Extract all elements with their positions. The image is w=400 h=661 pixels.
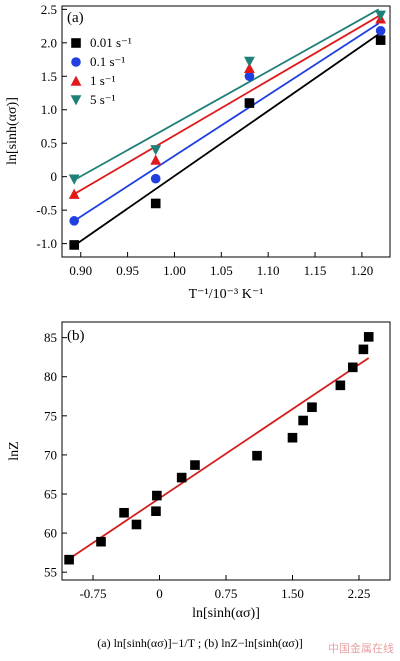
data-point-series-0 — [96, 536, 106, 547]
legend-a: 0.01 s⁻¹ 0.1 s⁻¹ 1 s⁻¹ 5 s⁻¹ — [70, 35, 132, 107]
figure-caption: (a) ln[sinh(ασ)]−1/T ; (b) lnZ−ln[sinh(α… — [97, 636, 303, 650]
y-axis-ticks-b: 55 60 65 70 75 80 85 — [44, 330, 67, 580]
data-point-series-2 — [244, 62, 255, 74]
y-tick-label: 75 — [44, 408, 57, 423]
x-tick-label: 1.50 — [281, 586, 304, 601]
fit-line-series-1 — [73, 22, 380, 222]
fit-line-series-0 — [73, 33, 380, 247]
y-tick-label: 65 — [44, 487, 57, 502]
legend-marker-0 — [71, 38, 81, 48]
fit-line-series-3 — [73, 8, 380, 181]
data-point-series-1 — [244, 71, 255, 82]
chart-panel-b: -0.75 0 0.75 1.50 2.25 55 60 65 70 75 80 85 (b) ln… — [7, 321, 391, 621]
fit-line-series-2 — [73, 15, 380, 195]
data-point-series-0 — [252, 450, 262, 461]
x-tick-label: 1.05 — [210, 263, 233, 278]
data-point-series-3 — [244, 56, 255, 67]
data-point-series-0 — [358, 344, 369, 355]
y-tick-label: 1.5 — [41, 69, 57, 84]
x-axis-label-a: T⁻¹/10⁻³ K⁻¹ — [189, 287, 264, 302]
data-point-series-3 — [150, 145, 162, 156]
y-tick-label: 2.5 — [41, 2, 57, 17]
data-point-series-1 — [150, 173, 161, 184]
data-point-series-1 — [375, 25, 386, 36]
y-tick-label: 0 — [51, 169, 58, 184]
y-tick-label: 60 — [44, 526, 57, 541]
y-axis-label-b: lnZ — [7, 441, 22, 460]
y-tick-label: 0.5 — [41, 136, 57, 151]
data-point-series-0 — [150, 198, 161, 209]
y-tick-label: -0.5 — [36, 203, 57, 218]
legend-label-0: 0.01 s⁻¹ — [90, 35, 132, 50]
data-point-series-3 — [68, 174, 80, 185]
data-point-series-3 — [375, 10, 387, 21]
data-point-series-0 — [307, 402, 317, 413]
data-point-series-0 — [131, 519, 142, 530]
x-tick-label: 1.20 — [351, 263, 374, 278]
data-point-series-0 — [375, 35, 386, 45]
panel-label-b: (b) — [67, 328, 85, 344]
data-point-series-2 — [68, 188, 80, 199]
x-tick-label: 0 — [156, 586, 163, 601]
fit-line — [68, 357, 370, 560]
y-tick-label: 70 — [44, 447, 57, 462]
data-point-series-0 — [363, 332, 374, 342]
x-tick-label: 1.10 — [257, 263, 280, 278]
data-points-a — [68, 10, 387, 250]
panel-label-a: (a) — [67, 10, 84, 26]
watermark: 中国金属在线 — [328, 642, 394, 655]
legend-marker-3 — [70, 95, 82, 106]
data-point-series-2 — [150, 154, 162, 165]
y-tick-label: 1.0 — [41, 102, 57, 117]
legend-marker-2 — [70, 75, 82, 86]
legend-label-3: 5 s⁻¹ — [90, 92, 116, 107]
data-point-series-0 — [152, 490, 162, 501]
data-point-series-0 — [69, 240, 79, 250]
y-tick-label: 85 — [44, 330, 57, 345]
data-point-series-0 — [151, 506, 161, 516]
y-tick-label: 2.0 — [41, 35, 57, 50]
data-point-series-0 — [190, 460, 200, 470]
x-tick-label: 1.15 — [304, 263, 327, 278]
y-axis-label-a: ln[sinh(ασ)] — [5, 97, 20, 165]
data-point-series-0 — [244, 98, 255, 108]
plot-frame-a — [61, 5, 391, 258]
data-points-b — [64, 332, 374, 565]
y-axis-ticks-a: -1.0 -0.5 0 0.5 1.0 1.5 2.0 2.5 — [36, 2, 67, 251]
y-tick-label: -1.0 — [36, 236, 57, 251]
data-point-series-1 — [69, 216, 79, 226]
legend-label-1: 0.1 s⁻¹ — [90, 54, 125, 69]
x-tick-label: -0.75 — [79, 586, 106, 601]
chart-panel-a: 0.90 0.95 1.00 1.05 1.10 1.15 1.20 -1.0 -0.5 0 0.… — [5, 2, 391, 302]
data-point-series-0 — [335, 380, 346, 391]
x-tick-label: 0.95 — [116, 263, 139, 278]
x-axis-ticks-a: 0.90 0.95 1.00 1.05 1.10 1.15 1.20 — [69, 252, 373, 278]
data-point-series-0 — [298, 415, 308, 426]
data-point-series-0 — [176, 472, 187, 483]
legend-label-2: 1 s⁻¹ — [90, 73, 116, 88]
x-tick-label: 0.75 — [215, 586, 238, 601]
x-axis-ticks-b: -0.75 0 0.75 1.50 2.25 — [79, 575, 370, 601]
x-tick-label: 2.25 — [348, 586, 371, 601]
fit-lines-a — [73, 8, 380, 247]
x-tick-label: 0.90 — [69, 263, 92, 278]
plot-frame-b — [61, 321, 391, 581]
x-tick-label: 1.00 — [163, 263, 186, 278]
fit-line-b — [68, 357, 370, 560]
data-point-series-0 — [119, 507, 129, 518]
data-point-series-0 — [64, 554, 74, 565]
y-tick-label: 55 — [44, 565, 57, 580]
x-axis-label-b: ln[sinh(ασ)] — [192, 606, 260, 621]
data-point-series-0 — [347, 362, 358, 373]
legend-marker-1 — [71, 57, 81, 67]
y-tick-label: 80 — [44, 369, 57, 384]
data-point-series-0 — [287, 432, 298, 443]
